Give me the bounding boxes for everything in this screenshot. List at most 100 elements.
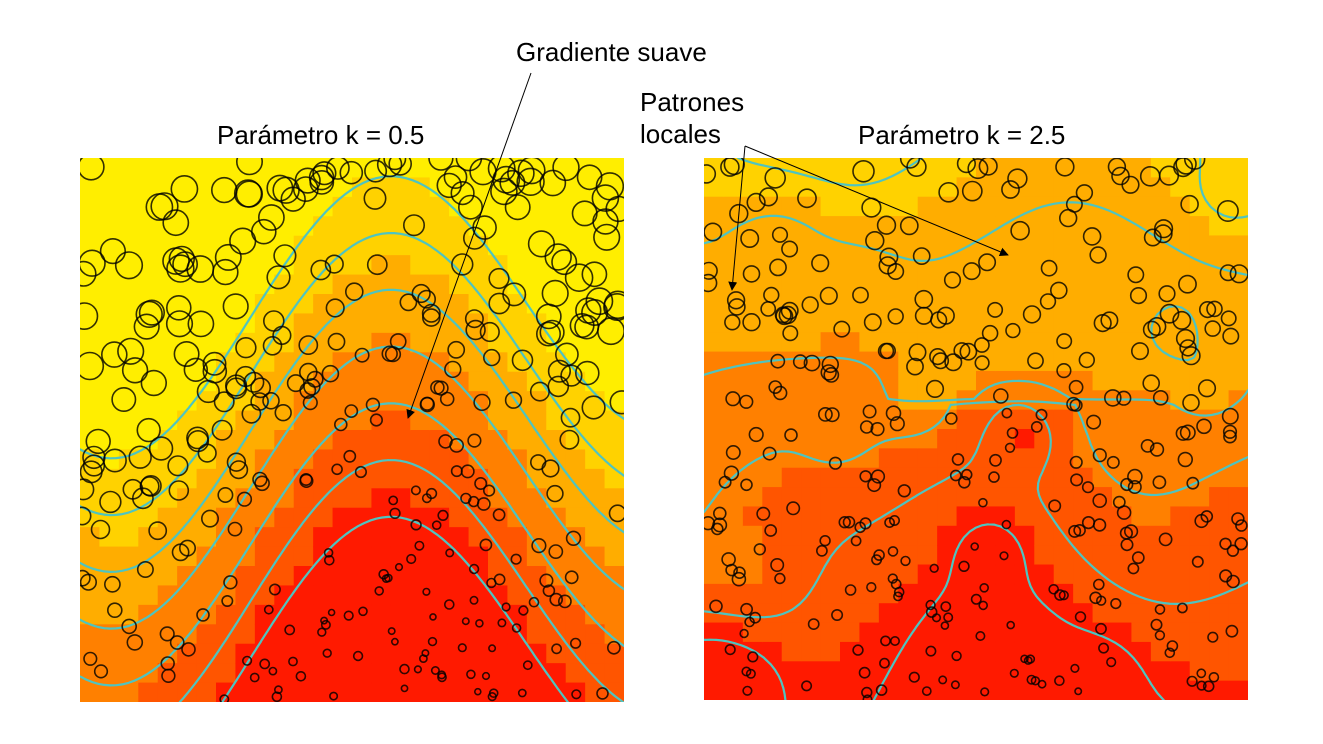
sample-circle (1010, 220, 1030, 241)
sample-circle (517, 158, 546, 185)
heatmap-cell (995, 351, 1016, 372)
heatmap-cell (1092, 622, 1113, 643)
heatmap-cell (332, 663, 353, 684)
heatmap-cell (917, 235, 938, 256)
heatmap-cell (820, 196, 841, 217)
sample-circle (418, 654, 428, 663)
heatmap-cell (526, 313, 547, 334)
heatmap-cell (585, 604, 606, 625)
sample-circle (80, 249, 106, 277)
sample-circle (93, 664, 109, 679)
heatmap-cell (1189, 525, 1210, 546)
heatmap-cell (995, 583, 1016, 604)
heatmap-cell (604, 546, 624, 567)
heatmap-cell (449, 158, 470, 179)
sample-circle (1194, 513, 1209, 529)
heatmap-cell (371, 235, 392, 256)
heatmap-cell (449, 643, 470, 664)
heatmap-cell (781, 467, 802, 488)
sample-circle (288, 656, 298, 667)
sample-circle (900, 555, 911, 567)
heatmap-cell (157, 527, 178, 548)
sample-circle (1049, 281, 1068, 300)
heatmap-cell (80, 371, 101, 392)
heatmap-cell (371, 371, 392, 392)
heatmap-cell (216, 507, 237, 528)
heatmap-cell (99, 313, 120, 334)
heatmap-cell (1228, 409, 1248, 430)
sample-circle (1107, 158, 1127, 176)
heatmap-cell (410, 255, 431, 276)
heatmap-cell (937, 216, 958, 237)
heatmap-cell (526, 663, 547, 684)
heatmap-cell (254, 430, 275, 451)
heatmap-cell (1131, 158, 1152, 178)
heatmap-cell (216, 235, 237, 256)
heatmap-cell (1228, 370, 1248, 391)
heatmap-cell (1053, 467, 1074, 488)
heatmap-cell (781, 487, 802, 508)
heatmap-cell (371, 663, 392, 684)
heatmap-cell (1150, 506, 1171, 527)
sample-circle (1026, 674, 1037, 685)
heatmap-cell (820, 429, 841, 449)
heatmap-cell (352, 410, 373, 431)
sample-circle (842, 515, 856, 529)
sample-circle (1037, 679, 1047, 689)
heatmap-cell (196, 158, 217, 179)
heatmap-cell (723, 254, 744, 275)
sample-circle (1231, 512, 1245, 526)
sample-circle (1147, 317, 1167, 337)
sample-circle (807, 618, 820, 630)
heatmap-cell (1014, 158, 1035, 178)
heatmap-cell (742, 351, 763, 372)
heatmap-cell (293, 255, 314, 276)
heatmap-cell (1112, 661, 1133, 682)
heatmap-cell (449, 604, 470, 625)
heatmap-cell (604, 255, 624, 276)
heatmap-cell (449, 663, 470, 684)
heatmap-cell (762, 661, 783, 682)
heatmap-cell (274, 430, 295, 451)
heatmap-cell (898, 622, 919, 643)
heatmap-cell (995, 622, 1016, 643)
heatmap-cell (898, 293, 919, 314)
heatmap-cell (1034, 622, 1055, 643)
sample-circle (1196, 418, 1212, 435)
heatmap-cell (995, 312, 1016, 333)
sample-circle (166, 295, 192, 321)
sample-circle (823, 366, 840, 383)
heatmap-cell (1092, 370, 1113, 391)
heatmap-cell (99, 235, 120, 256)
heatmap-cell (840, 293, 861, 314)
heatmap-cell (898, 332, 919, 353)
heatmap-cell (449, 449, 470, 470)
heatmap-cell (1112, 351, 1133, 372)
heatmap-cell (762, 332, 783, 353)
sample-circle (1006, 620, 1016, 630)
heatmap-cell (1014, 564, 1035, 585)
sample-circle (603, 293, 624, 321)
heatmap-cell (332, 566, 353, 587)
heatmap-cell (1092, 216, 1113, 237)
heatmap-cell (235, 624, 256, 645)
heatmap-cell (1209, 158, 1230, 178)
sample-circle (499, 169, 526, 196)
heatmap-cell (995, 603, 1016, 624)
heatmap-cell (820, 641, 841, 662)
heatmap-cell (507, 216, 528, 237)
heatmap-cell (859, 680, 880, 700)
sample-circle (724, 644, 736, 656)
sample-circle (457, 194, 483, 220)
sample-circle (212, 258, 239, 286)
sample-circle (1073, 523, 1086, 537)
heatmap-cell (254, 274, 275, 295)
sample-circle (531, 538, 547, 554)
heatmap-cell (80, 527, 101, 548)
heatmap-cell (488, 527, 509, 548)
sample-circle (249, 672, 260, 683)
sample-circle (772, 385, 788, 401)
sample-circle (80, 569, 91, 587)
heatmap-cell (526, 682, 547, 702)
sample-circle (1098, 642, 1110, 654)
